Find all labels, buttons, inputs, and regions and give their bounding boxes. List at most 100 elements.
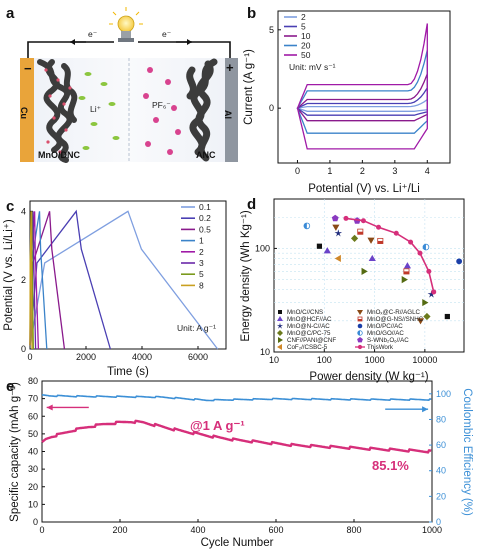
ragone-point (331, 214, 339, 222)
y-tick-label-c: 0 (21, 344, 26, 354)
thiswork-line (345, 217, 435, 293)
x-tick-label-c: 4000 (132, 352, 152, 362)
y-tick-label-e: 80 (28, 376, 38, 386)
x-axis-label-b: Potential (V) vs. Li⁺/Li (308, 183, 420, 195)
li-ions (78, 72, 120, 150)
legend-swatch-d (277, 330, 283, 336)
y-tick-label-c: 4 (21, 206, 26, 216)
legend-label-b: 5 (301, 22, 306, 32)
x-tick-label-c: 6000 (188, 352, 208, 362)
panel-d: d 10 100 1000 10000 10 100 MnO/C//CNS MnOₓ@C-R… (240, 196, 465, 383)
y-tick-label-e: 0 (33, 517, 38, 527)
ragone-point (350, 234, 359, 242)
legend-swatch-d (277, 316, 283, 321)
panel-e: e 0 200 400 600 800 1000010203040506070800204… (6, 376, 473, 549)
electron-arrowhead-left (70, 39, 75, 45)
legend-label-d: MnO/C//CNS (287, 309, 323, 316)
cv-curve-10 (296, 73, 428, 122)
ragone-point (334, 229, 343, 237)
legend-swatch-d (357, 337, 363, 343)
ragone-point (403, 262, 412, 269)
x-tick-label-b: 0 (295, 166, 300, 176)
thiswork-point (376, 224, 382, 230)
legend-swatch-d (278, 337, 283, 343)
y-axis-label-b: Current (A g⁻¹) (243, 49, 255, 125)
thiswork-point (393, 230, 399, 236)
x-axis-label-e: Cycle Number (201, 537, 274, 549)
plot-frame-d (273, 198, 465, 353)
y-tick-label-b: 0 (269, 103, 274, 113)
x-tick-label-e: 200 (112, 525, 127, 535)
cv-curve-50 (296, 23, 428, 150)
legend-label-d: MnO@N-C//AC (287, 323, 330, 330)
x-tick-label-d: 10000 (412, 355, 437, 365)
panel-e-label: e (6, 378, 14, 395)
x-tick-label-d: 10 (269, 355, 279, 365)
ragone-point (303, 222, 311, 230)
x-tick-label-b: 3 (392, 166, 397, 176)
y2-tick-label-e: 60 (436, 440, 446, 450)
x-tick-label-b: 4 (425, 166, 430, 176)
y2-axis-label-e: Coulombic Efficiency (%) (461, 388, 473, 516)
ragone-point (444, 313, 450, 320)
ragone-point (377, 237, 384, 244)
plot-frame-e (41, 380, 433, 523)
legend-label-d: MnO/GO//AC (367, 330, 404, 337)
ragone-point (368, 254, 376, 262)
electron-label-right: e⁻ (162, 29, 172, 39)
ragone-point (332, 224, 340, 231)
external-circuit-wire (27, 41, 231, 58)
ragone-point (334, 254, 341, 263)
minus-sign: − (24, 61, 32, 76)
anode-mno-particles (44, 68, 72, 154)
thiswork-point (417, 250, 423, 256)
x-tick-label-d: 100 (317, 355, 332, 365)
legend-swatch-d-fill (357, 330, 360, 336)
unit-note-b: Unit: mV s⁻¹ (289, 62, 336, 72)
y-axis-label-c: Potential (V vs. Li/Li⁺) (3, 219, 15, 331)
legend-label-b: 20 (301, 41, 311, 51)
legend-d: MnO/C//CNS MnOₓ@C-R//AGLC MnO@HCF//AC MnO@G… (276, 309, 424, 351)
y-tick-label-e: 20 (28, 482, 38, 492)
y2-tick-label-e: 40 (436, 466, 446, 476)
ragone-point-fill (403, 271, 410, 274)
thiswork-point (408, 239, 414, 245)
y2-tick-label-e: 0 (436, 517, 441, 527)
ragone-point-fill (377, 240, 383, 244)
x-tick-label-e: 400 (190, 525, 205, 535)
y-tick-label-e: 70 (28, 394, 38, 404)
panel-a: a e⁻ e⁻ Cu Al − + (6, 5, 238, 163)
y-tick-label-d: 10 (260, 347, 270, 357)
gcd-curve-8 (29, 211, 33, 350)
y2-tick-label-e: 100 (436, 389, 451, 399)
cv-curve-2 (297, 98, 428, 112)
pf6-ion-label: PF₆⁻ (152, 100, 171, 110)
plus-sign: + (226, 60, 234, 75)
retention-annotation: 85.1% (372, 458, 409, 473)
x-tick-label-c: 2000 (76, 352, 96, 362)
cycling-curves (41, 394, 432, 454)
plot-frame-b (277, 10, 451, 164)
y-tick-label-c: 2 (21, 275, 26, 285)
y-axis-label-e: Specific capacity (mAh g⁻¹) (9, 382, 21, 522)
legend-label-c: 0.5 (199, 224, 211, 234)
ragone-point (416, 318, 425, 325)
panel-c-label: c (6, 198, 14, 215)
ragone-point-fill (303, 222, 307, 229)
legend-swatch-d (277, 344, 282, 350)
legend-swatch-d (357, 330, 363, 336)
axis-ticks-c: 0 2000 4000 6000 0 2 4 (21, 206, 208, 362)
axis-ticks-d: 10 100 1000 10000 10 100 (255, 243, 437, 365)
legend-label-c: 2 (199, 247, 204, 257)
gcd-curves (29, 209, 219, 350)
electron-label-left: e⁻ (88, 29, 98, 39)
y-tick-label-b: 5 (269, 25, 274, 35)
legend-label-b: 10 (301, 31, 311, 41)
legend-label-b: 50 (301, 50, 311, 60)
ragone-point-fill (357, 231, 363, 235)
coulombic-efficiency-curve (41, 394, 432, 402)
thiswork-point (343, 215, 349, 221)
x-tick-label-b: 2 (360, 166, 365, 176)
